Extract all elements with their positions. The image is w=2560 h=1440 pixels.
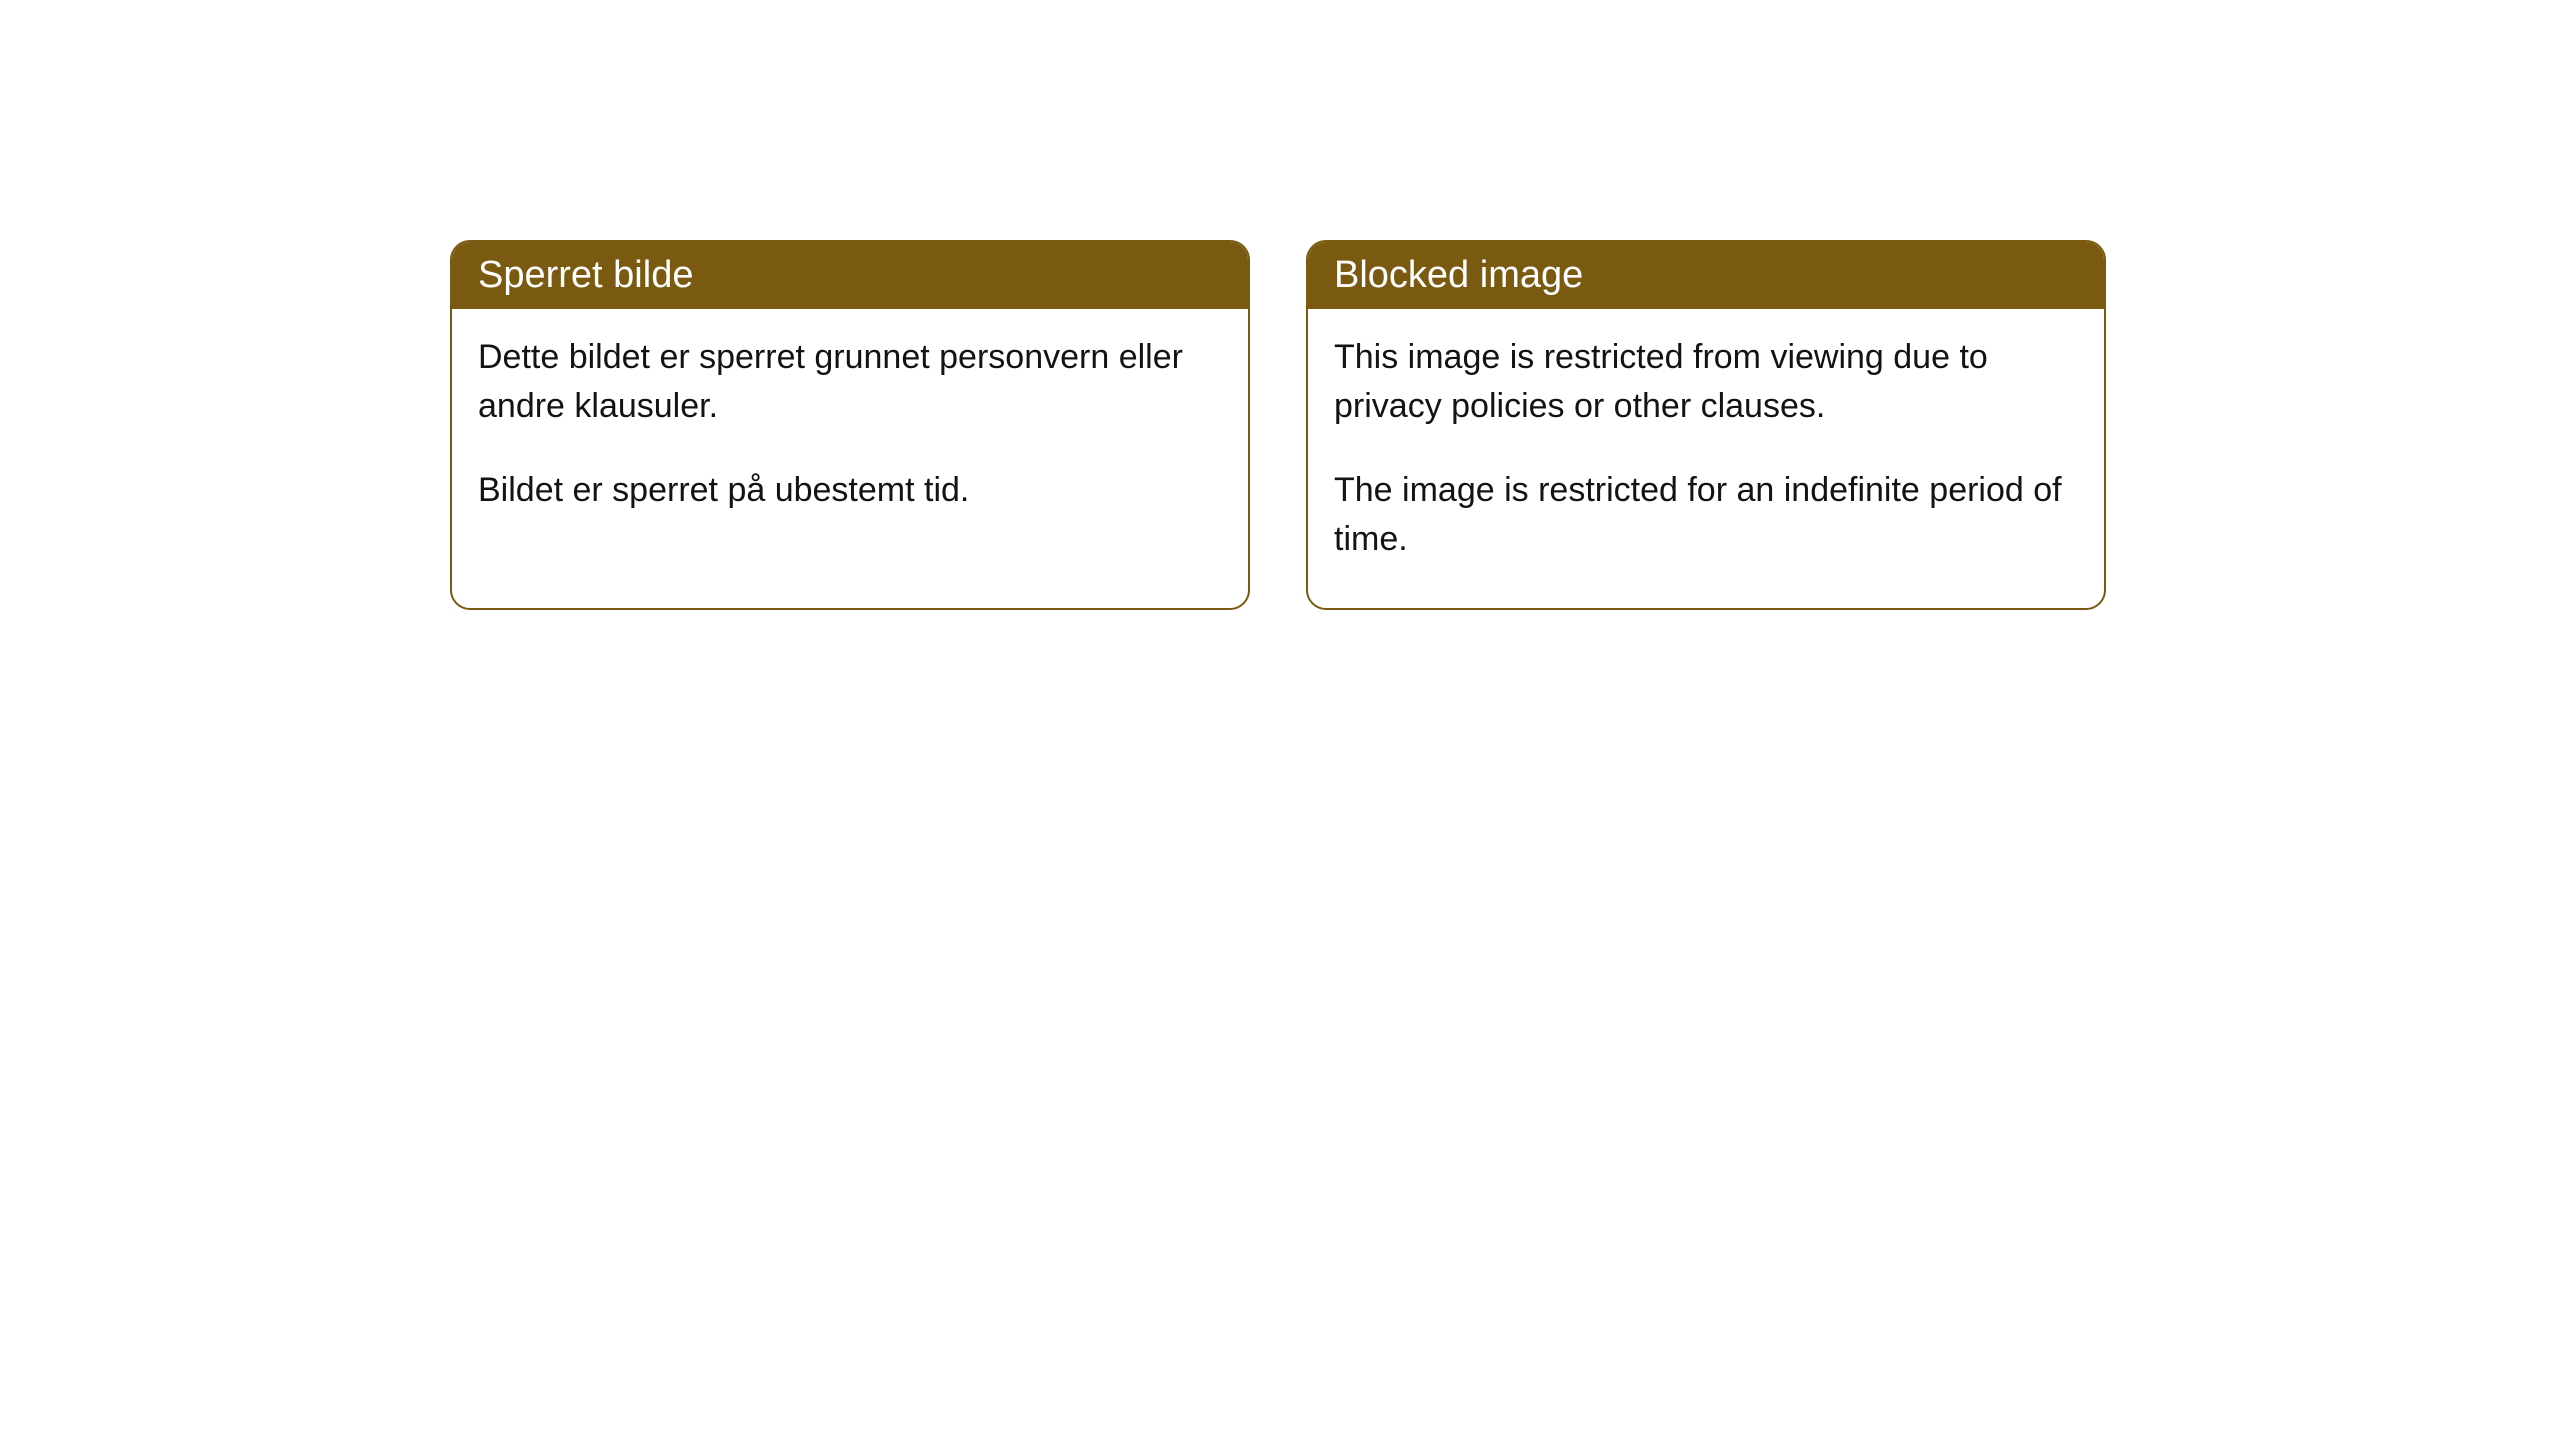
notice-paragraph: Bildet er sperret på ubestemt tid.	[478, 466, 1222, 515]
notice-paragraph: Dette bildet er sperret grunnet personve…	[478, 333, 1222, 432]
notice-cards-container: Sperret bilde Dette bildet er sperret gr…	[450, 240, 2110, 610]
card-header: Blocked image	[1308, 242, 2104, 309]
notice-card-english: Blocked image This image is restricted f…	[1306, 240, 2106, 610]
notice-paragraph: The image is restricted for an indefinit…	[1334, 466, 2078, 565]
card-body: Dette bildet er sperret grunnet personve…	[452, 309, 1248, 559]
notice-paragraph: This image is restricted from viewing du…	[1334, 333, 2078, 432]
card-body: This image is restricted from viewing du…	[1308, 309, 2104, 608]
notice-card-norwegian: Sperret bilde Dette bildet er sperret gr…	[450, 240, 1250, 610]
card-header: Sperret bilde	[452, 242, 1248, 309]
